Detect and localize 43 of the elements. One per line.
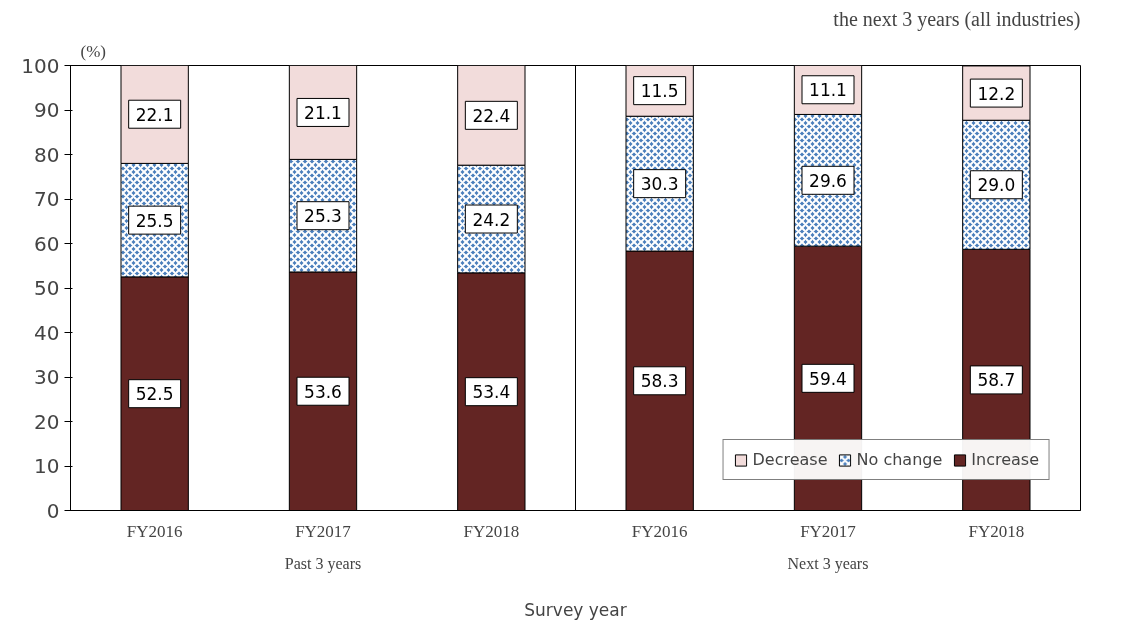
data-label: 24.2 (472, 209, 511, 230)
y-tick-label: 60 (34, 231, 60, 256)
data-label: 29.0 (977, 175, 1016, 196)
data-label: 25.3 (304, 206, 342, 227)
x-tick-label: FY2016 (126, 521, 183, 541)
chart-title: the next 3 years (all industries) (833, 7, 1081, 31)
x-tick-label: FY2018 (968, 521, 1025, 541)
data-label: 22.4 (472, 105, 511, 126)
y-tick-label: 30 (34, 365, 60, 389)
y-tick-label: 100 (21, 53, 60, 78)
data-label: 11.5 (640, 81, 679, 102)
y-tick-label: 80 (34, 142, 60, 167)
y-axis-title: (%) (80, 41, 106, 61)
data-label: 21.1 (304, 102, 342, 123)
data-label: 59.4 (809, 368, 847, 389)
data-label: 25.5 (135, 210, 174, 231)
y-tick-label: 0 (46, 498, 60, 523)
data-label: 58.3 (640, 371, 679, 392)
x-tick-label: FY2017 (800, 521, 857, 541)
legend-label: Decrease (752, 450, 828, 469)
data-label: 58.7 (977, 370, 1016, 391)
data-label: 53.6 (304, 381, 342, 402)
text: Past 3 years (284, 554, 362, 573)
data-label: 52.5 (135, 384, 174, 405)
data-label: 29.6 (809, 170, 847, 191)
y-tick-label: 90 (34, 98, 60, 122)
text: Next 3 years (787, 554, 869, 573)
y-tick-label: 50 (34, 276, 60, 300)
data-label: 30.3 (640, 174, 679, 195)
data-label: 53.4 (472, 382, 511, 403)
y-tick-label: 70 (34, 187, 60, 211)
y-tick-label: 10 (34, 454, 60, 478)
y-tick-label: 20 (34, 409, 60, 434)
x-tick-label: FY2017 (295, 521, 352, 541)
legend-label: No change (856, 450, 943, 469)
y-tick-label: 40 (34, 320, 60, 345)
data-label: 22.1 (135, 104, 174, 125)
data-label: 12.2 (977, 83, 1016, 104)
x-tick-label: FY2018 (463, 521, 520, 541)
x-tick-label: FY2016 (631, 521, 688, 541)
x-axis-title: Survey year (524, 599, 627, 620)
legend-label: Increase (971, 450, 1039, 469)
data-label: 11.1 (809, 80, 847, 101)
